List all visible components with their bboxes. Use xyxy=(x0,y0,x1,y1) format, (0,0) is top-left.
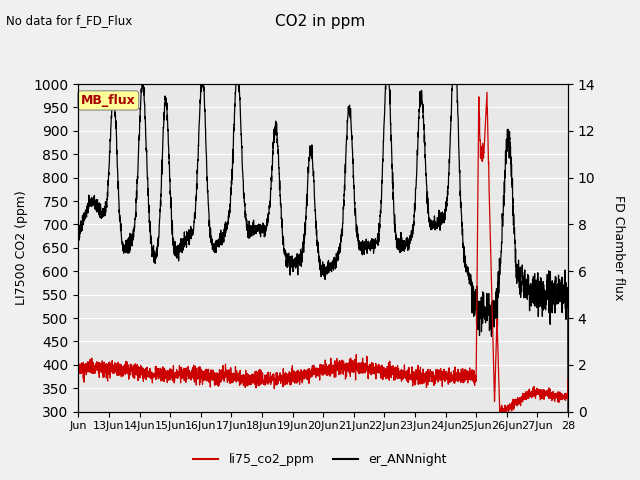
Text: No data for f_FD_Flux: No data for f_FD_Flux xyxy=(6,14,132,27)
Y-axis label: FD Chamber flux: FD Chamber flux xyxy=(612,195,625,300)
Text: MB_flux: MB_flux xyxy=(81,94,136,107)
Text: CO2 in ppm: CO2 in ppm xyxy=(275,14,365,29)
Legend: li75_co2_ppm, er_ANNnight: li75_co2_ppm, er_ANNnight xyxy=(188,448,452,471)
Y-axis label: LI7500 CO2 (ppm): LI7500 CO2 (ppm) xyxy=(15,191,28,305)
